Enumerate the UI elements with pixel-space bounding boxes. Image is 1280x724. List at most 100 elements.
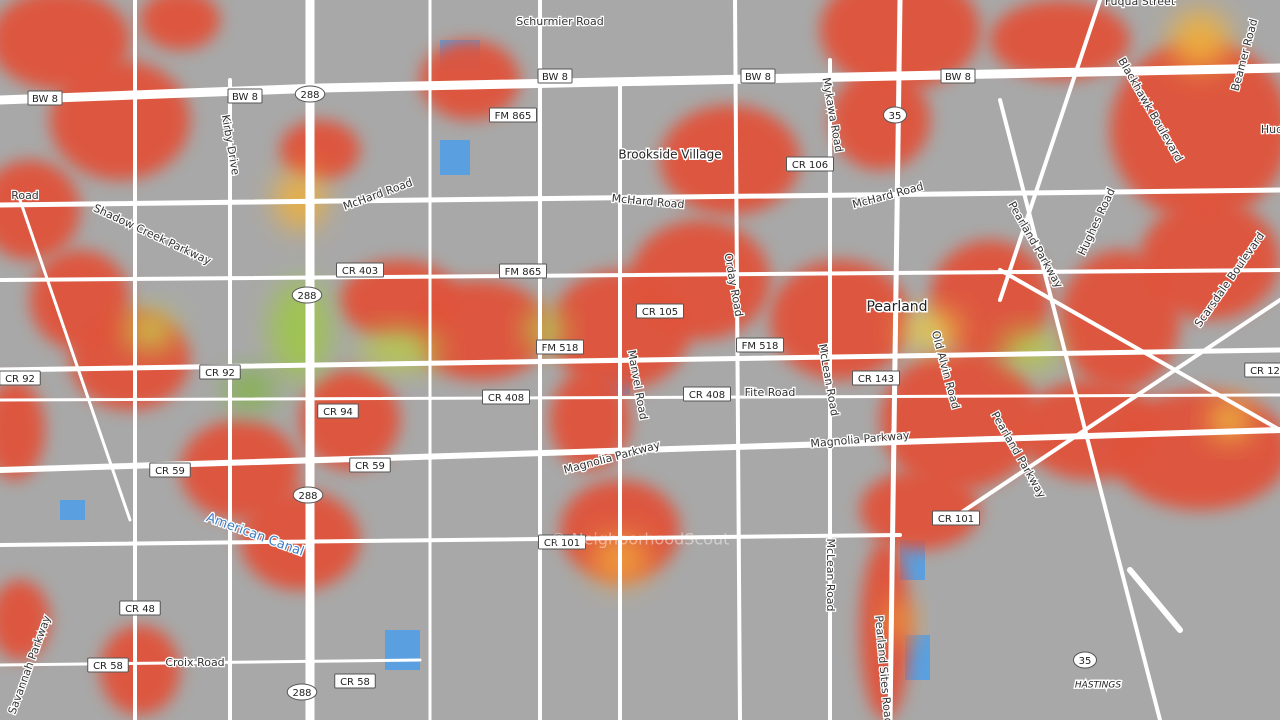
road-label: Fite Road xyxy=(745,386,796,399)
road-label: Hud xyxy=(1261,123,1280,136)
heat-blob xyxy=(50,60,190,180)
shield xyxy=(683,386,731,402)
shield xyxy=(1073,651,1097,669)
heat-blob xyxy=(0,580,50,660)
road-label: Croix Road xyxy=(165,656,224,669)
shield xyxy=(336,262,384,278)
shield-label: CR 92 xyxy=(205,368,235,379)
shield-label: 288 xyxy=(298,491,317,502)
shield xyxy=(27,90,63,106)
heat-blob xyxy=(125,310,175,350)
heat-blob xyxy=(180,420,300,520)
shield-label: CR 94 xyxy=(323,407,353,418)
road xyxy=(0,268,1280,282)
shield xyxy=(317,403,359,419)
shield xyxy=(334,673,376,689)
shield-label: CR 58 xyxy=(340,677,370,688)
shield xyxy=(291,286,323,304)
shield-label: BW 8 xyxy=(542,72,568,83)
shield-label: FM 865 xyxy=(495,111,532,122)
heat-blob xyxy=(770,260,910,380)
shield xyxy=(489,107,537,123)
heat-blob xyxy=(1000,330,1060,370)
shield-label: 288 xyxy=(292,688,311,699)
heat-blob xyxy=(270,280,330,380)
heat-blob xyxy=(360,330,440,370)
shield xyxy=(0,370,41,386)
shield-label: CR 59 xyxy=(355,461,385,472)
road xyxy=(0,533,902,547)
road-label: Road xyxy=(11,189,39,202)
heat-blob xyxy=(1140,200,1280,320)
road xyxy=(315,63,1280,93)
shield-label: CR 101 xyxy=(938,514,974,525)
heat-blob xyxy=(100,625,180,715)
shield xyxy=(786,156,834,172)
heat-blob xyxy=(420,40,520,120)
shield-label: CR 143 xyxy=(858,374,894,385)
shield xyxy=(740,68,776,84)
heat-blob xyxy=(860,470,980,550)
road xyxy=(998,0,1102,302)
shield xyxy=(149,462,191,478)
heat-blob xyxy=(300,370,400,470)
heat-blob xyxy=(860,540,910,720)
road-label: Fuqua Street xyxy=(1105,0,1176,8)
heat-blob xyxy=(1110,40,1280,220)
heat-blob xyxy=(830,70,930,170)
heat-blob xyxy=(280,120,360,180)
shield xyxy=(940,68,976,84)
watermark: © NeighborhoodScout xyxy=(551,530,730,549)
shield-label: BW 8 xyxy=(232,92,258,103)
shield xyxy=(227,88,263,104)
shield-label: CR 92 xyxy=(5,374,35,385)
heat-blob xyxy=(140,0,220,50)
shield xyxy=(537,68,573,84)
shield-label: CR 403 xyxy=(342,266,378,277)
shield-label: CR 105 xyxy=(642,307,678,318)
shield xyxy=(883,106,907,124)
shield xyxy=(87,657,129,673)
shield xyxy=(294,85,326,103)
road xyxy=(948,298,1280,522)
shield xyxy=(932,510,980,526)
shield xyxy=(538,534,586,550)
shield xyxy=(286,683,318,701)
heat-blob xyxy=(900,310,960,350)
road-label: McLean Road xyxy=(824,538,837,611)
road xyxy=(0,187,1280,208)
shield-label: BW 8 xyxy=(32,94,58,105)
shield-label: 35 xyxy=(1079,656,1092,667)
road xyxy=(733,0,742,722)
shield-label: FM 518 xyxy=(542,343,579,354)
shield xyxy=(499,263,547,279)
heat-blob xyxy=(550,370,630,470)
place-label: Brookside Village xyxy=(618,148,721,162)
road xyxy=(0,427,1280,473)
shield xyxy=(292,486,324,504)
shield xyxy=(349,457,391,473)
shield-label: BW 8 xyxy=(945,72,971,83)
shield-label: CR 408 xyxy=(488,393,524,404)
shield xyxy=(736,337,784,353)
road xyxy=(0,658,422,667)
road xyxy=(18,198,132,522)
shield xyxy=(482,389,530,405)
road xyxy=(0,393,1280,402)
shield xyxy=(536,339,584,355)
shield-label: 35 xyxy=(889,111,902,122)
shield-label: FM 518 xyxy=(742,341,779,352)
heat-blob xyxy=(0,160,80,260)
road-label: Schurmier Road xyxy=(516,15,603,28)
shield-label: CR 12 xyxy=(1250,366,1280,377)
heat-blob xyxy=(0,380,45,480)
place-label: Pearland xyxy=(866,299,927,315)
road xyxy=(1127,567,1183,633)
shield-label: 288 xyxy=(297,291,316,302)
shield xyxy=(1244,362,1280,378)
shield-label: CR 408 xyxy=(689,390,725,401)
shield xyxy=(852,370,900,386)
